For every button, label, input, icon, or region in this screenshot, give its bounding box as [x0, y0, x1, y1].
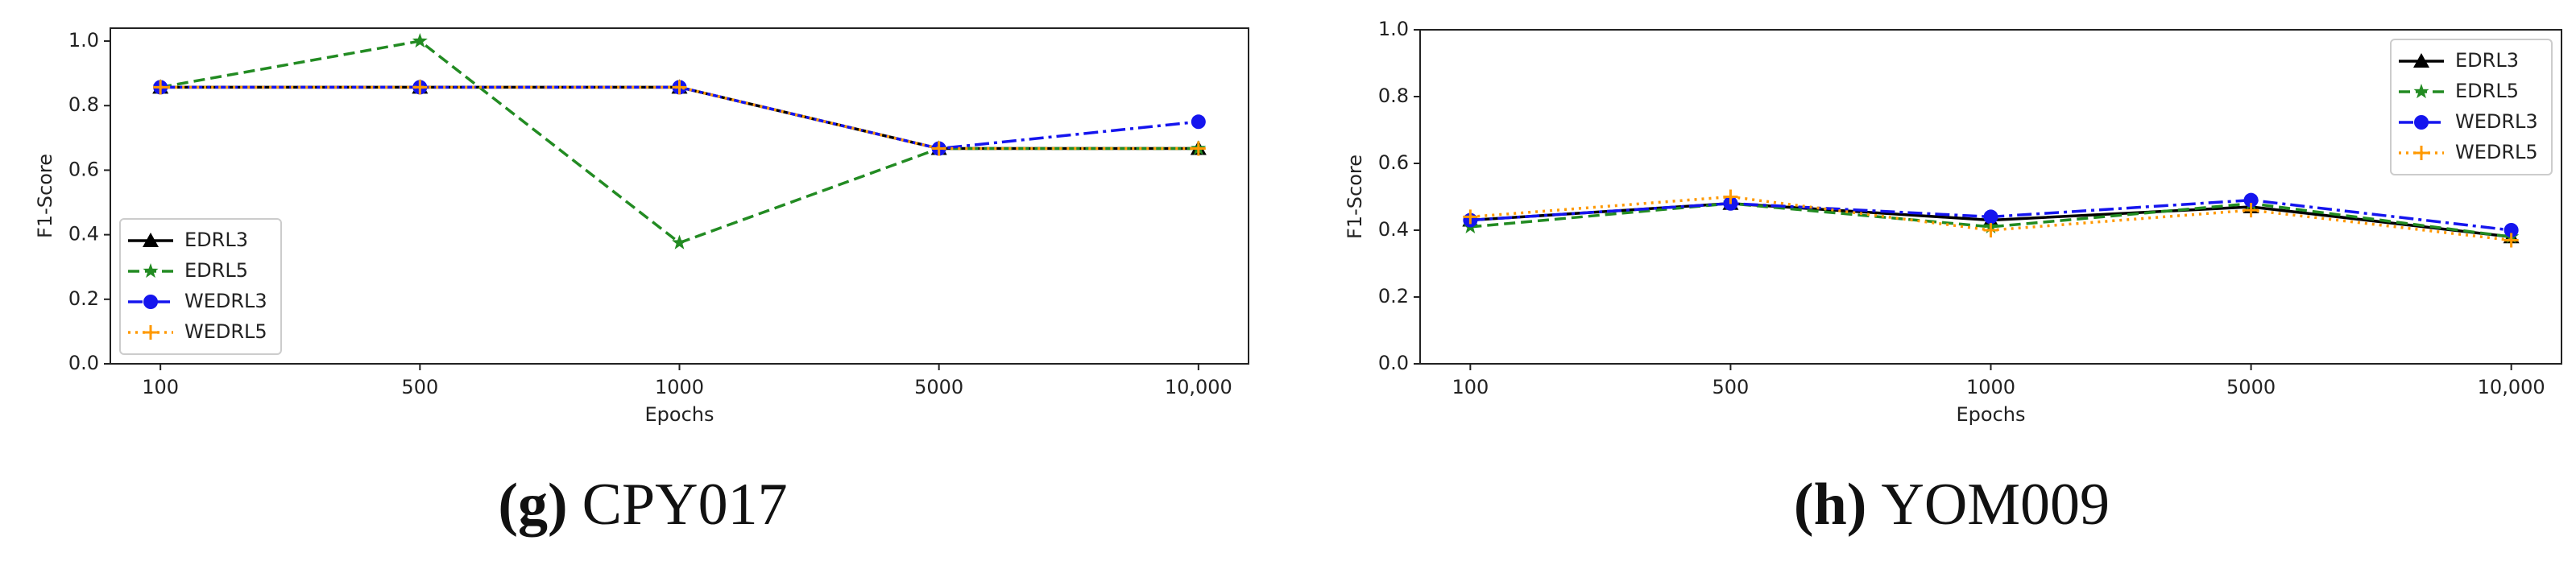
- caption: (h) YOM009: [1794, 472, 2110, 538]
- legend-label: EDRL5: [184, 259, 248, 282]
- y-tick-label: 0.2: [68, 287, 99, 310]
- x-tick-label: 100: [142, 376, 179, 398]
- y-tick-label: 0.0: [68, 352, 99, 374]
- x-tick-label: 1000: [655, 376, 704, 398]
- marker: [2243, 192, 2259, 208]
- series-line: [160, 85, 1199, 151]
- y-tick-label: 0.4: [1378, 218, 1409, 241]
- marker: [2414, 115, 2429, 130]
- y-tick-label: 1.0: [68, 29, 99, 52]
- legend-label: WEDRL5: [2455, 141, 2538, 163]
- x-tick-label: 10,000: [1165, 376, 1232, 398]
- y-tick-label: 0.6: [68, 158, 99, 180]
- marker: [2504, 233, 2519, 248]
- marker: [143, 263, 159, 278]
- x-tick-label: 10,000: [2478, 376, 2545, 398]
- legend-label: EDRL3: [2455, 49, 2519, 72]
- y-axis-label: F1-Score: [1344, 155, 1366, 239]
- marker: [1983, 223, 1998, 237]
- legend: EDRL3 EDRL5 WEDRL3 WEDRL5: [119, 218, 282, 355]
- marker: [671, 234, 688, 250]
- x-tick-label: 1000: [1966, 376, 2015, 398]
- marker: [1983, 209, 1998, 225]
- y-tick-label: 0.6: [1378, 151, 1409, 174]
- y-tick-label: 0.2: [1378, 285, 1409, 307]
- y-tick-label: 0.8: [68, 93, 99, 116]
- marker: [931, 141, 946, 156]
- x-tick-label: 100: [1452, 376, 1489, 398]
- chart: 0.0 0.2 0.4 0.6 0.8 1.0 100 500 1000 5000 10,000 Ep…: [34, 27, 1249, 538]
- legend-box: [2390, 39, 2553, 175]
- legend-box: [119, 218, 282, 355]
- marker: [1191, 114, 1206, 130]
- marker: [143, 325, 158, 340]
- series-line: [159, 39, 1199, 245]
- x-tick-label: 500: [1713, 376, 1750, 398]
- marker: [2413, 84, 2429, 99]
- legend-label: EDRL3: [184, 229, 248, 251]
- chart: 0.0 0.2 0.4 0.6 0.8 1.0 100 500 1000 5000 10,000 Ep…: [1344, 18, 2562, 538]
- marker: [1463, 209, 1478, 225]
- x-axis-label: Epochs: [645, 403, 714, 426]
- caption-label: (h): [1794, 472, 1866, 538]
- legend: EDRL3 EDRL5 WEDRL3 WEDRL5: [2390, 39, 2553, 175]
- caption-label: (g): [498, 472, 567, 538]
- series-line: [160, 85, 1199, 151]
- legend-label: WEDRL3: [2455, 110, 2538, 133]
- x-tick-label: 500: [401, 376, 438, 398]
- marker: [2413, 53, 2429, 68]
- legend-label: WEDRL3: [184, 290, 267, 312]
- series-line: [1470, 202, 2512, 239]
- x-tick-label: 5000: [914, 376, 963, 398]
- marker: [1191, 141, 1206, 156]
- marker: [2243, 203, 2259, 218]
- series-line: [160, 85, 1199, 151]
- y-axis-label: F1-Score: [34, 154, 56, 238]
- marker: [2414, 146, 2429, 160]
- marker: [153, 80, 168, 95]
- y-tick-label: 1.0: [1378, 18, 1409, 40]
- y-tick-label: 0.4: [68, 223, 99, 245]
- caption-text: CPY017: [582, 472, 788, 538]
- caption-text: YOM009: [1881, 472, 2110, 538]
- x-tick-label: 5000: [2226, 376, 2276, 398]
- legend-label: EDRL5: [2455, 80, 2519, 102]
- marker: [412, 33, 428, 48]
- caption: (g) CPY017: [498, 472, 787, 538]
- marker: [672, 80, 687, 95]
- marker: [2504, 223, 2519, 237]
- marker: [143, 233, 159, 247]
- marker: [143, 295, 158, 309]
- legend-label: WEDRL5: [184, 320, 267, 343]
- y-tick-label: 0.8: [1378, 85, 1409, 107]
- marker: [412, 80, 428, 95]
- marker: [1723, 189, 1738, 204]
- y-tick-label: 0.0: [1378, 352, 1409, 374]
- x-axis-label: Epochs: [1957, 403, 2026, 426]
